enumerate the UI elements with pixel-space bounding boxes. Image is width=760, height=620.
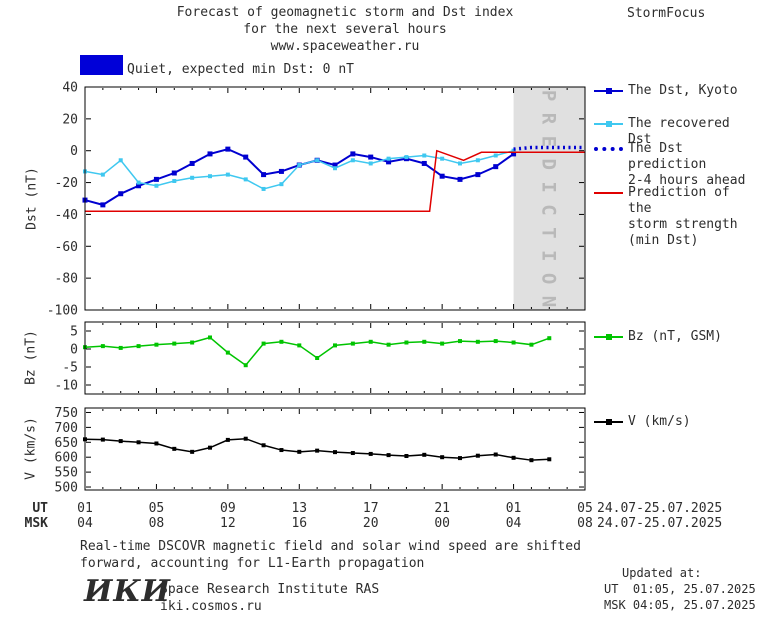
legend-label: Bz (nT, GSM) bbox=[628, 329, 722, 344]
footer-note-line-2: forward, accounting for L1-Earth propaga… bbox=[80, 556, 425, 571]
svg-text:04: 04 bbox=[77, 516, 93, 531]
svg-text:20: 20 bbox=[62, 112, 78, 127]
svg-text:17: 17 bbox=[363, 501, 379, 516]
legend-storm-strength: Prediction of the storm strength (min Ds… bbox=[594, 185, 760, 249]
legend-label: Prediction of the storm strength (min Ds… bbox=[628, 185, 738, 248]
brand-stormfocus: StormFocus bbox=[627, 6, 706, 21]
kyoto-line-swatch-icon bbox=[594, 88, 623, 94]
title-url: www.spaceweather.ru bbox=[270, 39, 420, 54]
svg-text:-20: -20 bbox=[55, 176, 78, 191]
svg-text:0: 0 bbox=[70, 144, 78, 159]
svg-text:0: 0 bbox=[70, 343, 78, 358]
svg-text:16: 16 bbox=[291, 516, 307, 531]
svg-text:500: 500 bbox=[55, 481, 78, 496]
updated-msk-time: MSK 04:05, 25.07.2025 bbox=[604, 598, 756, 612]
recovered-line-swatch-icon bbox=[594, 121, 623, 127]
prediction-dotted-line-swatch-icon bbox=[594, 147, 623, 151]
page-title: Forecast of geomagnetic storm and Dst in… bbox=[0, 4, 690, 55]
storm-level-label: Quiet, expected min Dst: 0 nT bbox=[127, 62, 354, 77]
svg-text:08: 08 bbox=[149, 516, 165, 531]
svg-text:40: 40 bbox=[62, 81, 78, 96]
svg-text:08: 08 bbox=[577, 516, 593, 531]
svg-text:750: 750 bbox=[55, 406, 78, 421]
svg-text:21: 21 bbox=[434, 501, 450, 516]
ut-date-range: 24.07-25.07.2025 bbox=[597, 501, 723, 516]
legend-recovered-dst: The recovered Dst bbox=[594, 116, 760, 148]
svg-text:01: 01 bbox=[506, 501, 522, 516]
svg-text:09: 09 bbox=[220, 501, 236, 516]
legend-label: The Dst prediction 2-4 hours ahead bbox=[628, 141, 746, 188]
svg-text:-60: -60 bbox=[55, 240, 78, 255]
footer-note-line-1: Real-time DSCOVR magnetic field and sola… bbox=[80, 539, 581, 554]
svg-text:05: 05 bbox=[149, 501, 165, 516]
legend-label: V (km/s) bbox=[628, 414, 691, 429]
svg-text:-40: -40 bbox=[55, 208, 78, 223]
legend-dst-prediction: The Dst prediction 2-4 hours ahead bbox=[594, 141, 760, 189]
legend-label: The Dst, Kyoto bbox=[628, 83, 738, 98]
svg-text:20: 20 bbox=[363, 516, 379, 531]
svg-text:05: 05 bbox=[577, 501, 593, 516]
svg-text:-5: -5 bbox=[62, 361, 78, 376]
svg-text:700: 700 bbox=[55, 421, 78, 436]
svg-text:P R E D I C T I O N: P R E D I C T I O N bbox=[538, 90, 560, 307]
svg-text:00: 00 bbox=[434, 516, 450, 531]
bz-line-swatch-icon bbox=[594, 334, 623, 340]
legend-bz: Bz (nT, GSM) bbox=[594, 329, 722, 345]
iki-logo: ИКИ bbox=[84, 574, 171, 609]
legend-v: V (km/s) bbox=[594, 414, 691, 430]
svg-text:5: 5 bbox=[70, 325, 78, 340]
svg-text:650: 650 bbox=[55, 436, 78, 451]
svg-text:13: 13 bbox=[291, 501, 307, 516]
updated-ut-time: UT 01:05, 25.07.2025 bbox=[604, 582, 756, 596]
institute-site: iki.cosmos.ru bbox=[160, 599, 262, 614]
bz-axis-label: Bz (nT) bbox=[23, 330, 39, 385]
svg-text:04: 04 bbox=[506, 516, 522, 531]
dst-axis-label: Dst (nT) bbox=[24, 167, 40, 230]
institute-name: Space Research Institute RAS bbox=[160, 582, 380, 597]
svg-text:12: 12 bbox=[220, 516, 236, 531]
msk-row-label: MSK bbox=[24, 516, 48, 531]
v-line-swatch-icon bbox=[594, 419, 623, 425]
svg-text:550: 550 bbox=[55, 466, 78, 481]
storm-level-color-box bbox=[80, 55, 123, 75]
ut-row-label: UT bbox=[32, 501, 48, 516]
svg-text:01: 01 bbox=[77, 501, 93, 516]
msk-date-range: 24.07-25.07.2025 bbox=[597, 516, 723, 531]
legend-label: The recovered Dst bbox=[628, 116, 730, 147]
legend-dst-kyoto: The Dst, Kyoto bbox=[594, 83, 738, 99]
v-axis-label: V (km/s) bbox=[23, 417, 39, 480]
svg-text:-100: -100 bbox=[47, 304, 78, 319]
title-line-2: for the next several hours bbox=[243, 22, 447, 37]
svg-text:600: 600 bbox=[55, 451, 78, 466]
storm-line-swatch-icon bbox=[594, 192, 623, 194]
updated-at-label: Updated at: bbox=[622, 566, 702, 580]
svg-text:-80: -80 bbox=[55, 272, 78, 287]
title-line-1: Forecast of geomagnetic storm and Dst in… bbox=[176, 5, 514, 20]
svg-text:-10: -10 bbox=[55, 379, 78, 394]
